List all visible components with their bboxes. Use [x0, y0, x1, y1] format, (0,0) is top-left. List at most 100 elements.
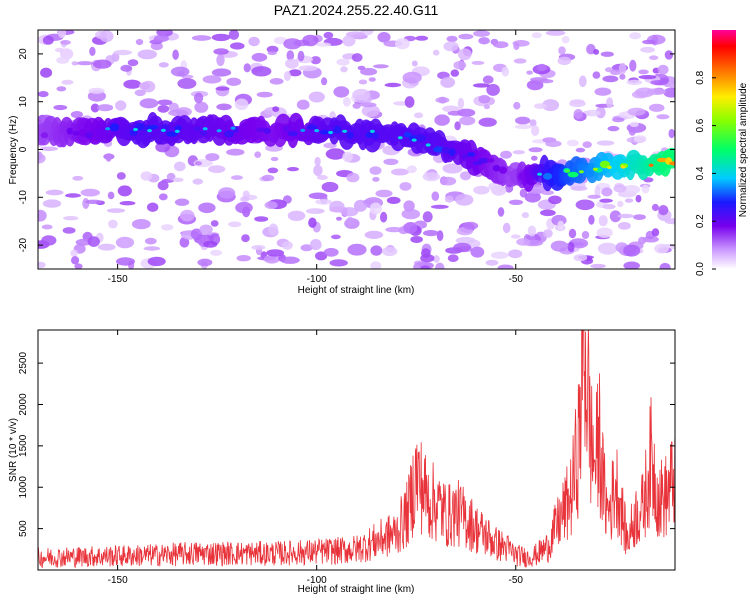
x-tick-label: -100 [307, 274, 327, 285]
heatmap-noise-blob [347, 243, 367, 256]
heatmap-noise-blob [415, 35, 429, 41]
heatmap-noise-blob [361, 105, 380, 117]
heatmap-noise-blob [215, 86, 230, 91]
colorbar-tick-label: 0.6 [695, 118, 706, 132]
heatmap-noise-blob [208, 165, 226, 174]
heatmap-noise-blob [351, 53, 363, 62]
heatmap-noise-blob [521, 212, 530, 219]
spectrogram-heatmap [38, 30, 675, 269]
heatmap-noise-blob [144, 237, 157, 245]
heatmap-noise-blob [266, 45, 279, 54]
heatmap-noise-blob [650, 80, 668, 86]
heatmap-noise-blob [308, 217, 317, 228]
heatmap-peak [369, 129, 375, 133]
heatmap-noise-blob [226, 77, 242, 87]
heatmap-noise-blob [107, 191, 115, 200]
heatmap-noise-blob [497, 207, 505, 217]
heatmap-ridge-core [414, 134, 427, 142]
heatmap-noise-blob [370, 245, 383, 256]
heatmap-noise-blob [540, 209, 556, 217]
heatmap-noise-blob [460, 171, 472, 181]
heatmap-noise-blob [116, 257, 135, 266]
heatmap-noise-blob [197, 258, 213, 267]
heatmap-noise-blob [609, 210, 622, 223]
heatmap-noise-blob [575, 199, 595, 211]
heatmap-noise-blob [654, 243, 669, 254]
heatmap-noise-blob [170, 66, 190, 77]
y-tick-label: 1000 [18, 476, 29, 499]
heatmap-ridge-core [109, 123, 120, 132]
heatmap-noise-blob [628, 126, 636, 136]
heatmap-noise-blob [314, 156, 321, 166]
heatmap-ridge-core [365, 132, 373, 139]
heatmap-noise-blob [566, 139, 579, 147]
snr-y-label: SNR (10 * v/v) [8, 418, 19, 482]
heatmap-noise-blob [432, 255, 440, 263]
heatmap-noise-blob [516, 238, 531, 246]
heatmap-peak [411, 138, 417, 142]
heatmap-noise-blob [606, 97, 614, 109]
heatmap-noise-blob [203, 240, 218, 248]
y-tick-label: 10 [18, 96, 29, 108]
heatmap-noise-blob [648, 103, 665, 112]
heatmap-noise-blob [329, 259, 348, 267]
heatmap-noise-blob [443, 41, 459, 52]
heatmap-noise-blob [513, 42, 520, 50]
heatmap-noise-blob [93, 59, 112, 69]
heatmap-noise-blob [375, 189, 393, 198]
heatmap-noise-blob [602, 75, 619, 83]
heatmap-ridge-core [224, 130, 235, 138]
heatmap-noise-blob [573, 109, 584, 119]
heatmap-noise-blob [511, 234, 521, 239]
heatmap-noise-blob [158, 62, 169, 68]
heatmap-ridge-core [486, 158, 494, 163]
heatmap-noise-blob [179, 236, 190, 248]
heatmap-noise-blob [177, 78, 197, 89]
heatmap-noise-blob [618, 62, 627, 75]
heatmap-noise-blob [99, 30, 114, 43]
heatmap-noise-blob [308, 91, 325, 103]
heatmap-noise-blob [502, 222, 511, 234]
heatmap-noise-blob [42, 199, 62, 208]
heatmap-peak [620, 165, 626, 169]
heatmap-peak [537, 172, 543, 176]
heatmap-noise-blob [420, 254, 435, 263]
heatmap-noise-blob [422, 211, 433, 223]
heatmap-noise-blob [617, 200, 624, 208]
heatmap-noise-blob [131, 219, 151, 230]
heatmap-noise-blob [592, 71, 601, 79]
heatmap-noise-blob [364, 230, 384, 239]
heatmap-ridge-core [256, 127, 266, 133]
heatmap-noise-blob [458, 33, 474, 40]
heatmap-noise-blob [651, 203, 659, 212]
heatmap-noise-blob [434, 114, 450, 126]
heatmap-noise-blob [527, 225, 537, 237]
heatmap-noise-blob [174, 161, 186, 172]
heatmap-noise-blob [447, 254, 459, 262]
heatmap-noise-blob [251, 245, 266, 250]
heatmap-ridge-core [306, 124, 318, 130]
heatmap-noise-blob [210, 220, 219, 227]
heatmap-noise-blob [380, 211, 388, 223]
heatmap-ridge-core [320, 129, 330, 135]
heatmap-noise-blob [288, 69, 302, 77]
heatmap-noise-blob [596, 227, 613, 238]
heatmap-peak [342, 129, 348, 133]
heatmap-noise-blob [587, 194, 601, 199]
heatmap-noise-blob [269, 78, 284, 85]
y-tick-label: 2500 [18, 352, 29, 375]
heatmap-noise-blob [454, 121, 461, 131]
heatmap-noise-blob [235, 201, 253, 214]
heatmap-noise-blob [139, 98, 159, 109]
heatmap-noise-blob [75, 238, 92, 246]
heatmap-noise-blob [264, 201, 278, 210]
heatmap-noise-blob [602, 203, 616, 210]
heatmap-peak [160, 128, 166, 132]
heatmap-noise-blob [569, 100, 586, 108]
snr-frame [37, 329, 676, 571]
heatmap-noise-blob [134, 89, 146, 97]
heatmap-noise-blob [140, 171, 153, 181]
heatmap-noise-blob [423, 230, 439, 237]
heatmap-noise-blob [422, 172, 440, 182]
